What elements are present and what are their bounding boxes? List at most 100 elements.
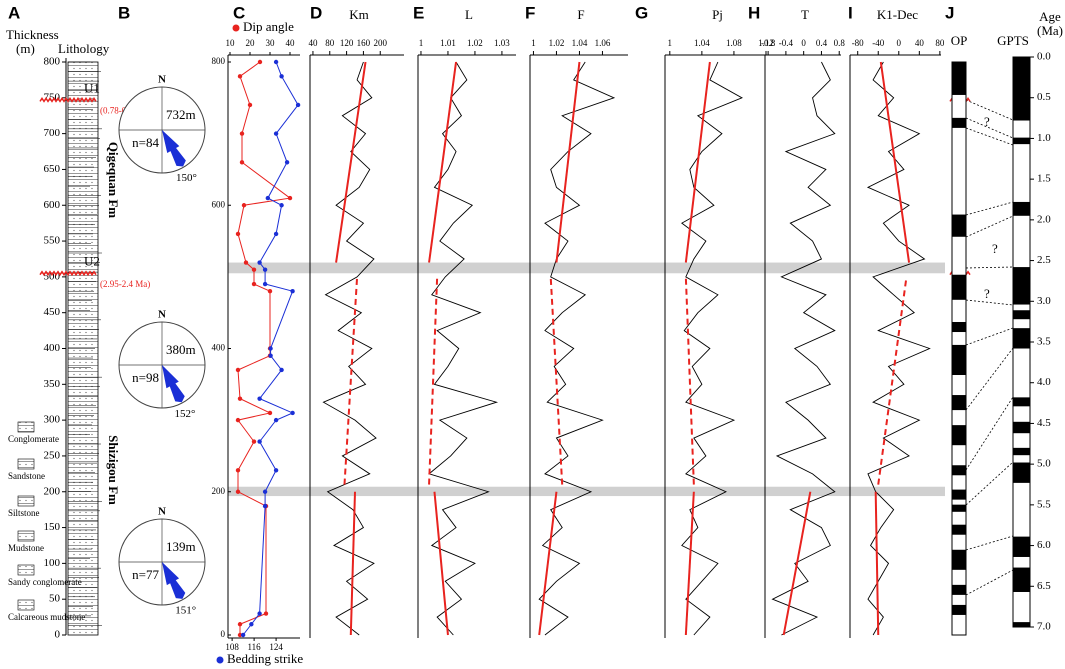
axis-title: Thickness bbox=[6, 27, 59, 42]
strike-point bbox=[257, 611, 262, 616]
unconformity-age: (2.95-2.4 Ma) bbox=[100, 279, 150, 289]
strike-point bbox=[279, 203, 284, 208]
x-tick-label: 1 bbox=[419, 38, 424, 48]
panel-letter: H bbox=[748, 3, 760, 22]
y-tick-label: 600 bbox=[212, 199, 226, 209]
trend-line bbox=[349, 491, 357, 636]
x-tick-label: 1.02 bbox=[549, 38, 565, 48]
dip-point bbox=[251, 439, 257, 444]
trend-line bbox=[684, 276, 695, 485]
trend-line bbox=[684, 491, 695, 636]
age-tick-label: 4.5 bbox=[1037, 417, 1051, 429]
x-tick-label: -80 bbox=[852, 38, 864, 48]
strike-point bbox=[284, 160, 290, 165]
north-label: N bbox=[158, 506, 166, 518]
y-tick-label: 550 bbox=[44, 235, 61, 247]
strike-point bbox=[290, 289, 295, 294]
y-tick-label: 100 bbox=[44, 557, 61, 569]
y-tick-label: 700 bbox=[44, 127, 61, 139]
panel-letter: F bbox=[525, 3, 535, 22]
y-tick-label: 50 bbox=[49, 593, 61, 605]
legend-label: Sandy conglomerate bbox=[8, 577, 82, 587]
rose-petal bbox=[162, 365, 179, 389]
hiatus-band bbox=[228, 262, 945, 274]
dip-point bbox=[235, 417, 241, 423]
hiatus-band bbox=[228, 486, 945, 497]
depth-label: 380m bbox=[166, 342, 196, 357]
column-title: OP bbox=[951, 33, 968, 48]
dip-point bbox=[237, 632, 243, 638]
x-tick-label: 0.8 bbox=[834, 38, 846, 48]
trend-line bbox=[428, 276, 439, 485]
strike-point bbox=[279, 367, 284, 373]
dip-point bbox=[235, 367, 241, 373]
strike-point bbox=[290, 410, 295, 416]
y-tick-label: 800 bbox=[212, 56, 226, 66]
legend-swatch bbox=[17, 495, 35, 507]
trend-line bbox=[549, 276, 564, 485]
x-tick-label: 0 bbox=[801, 38, 806, 48]
y-tick-label: 0 bbox=[55, 629, 61, 641]
legend-swatch bbox=[17, 530, 35, 542]
legend-swatch bbox=[17, 421, 35, 433]
age-tick-label: 0.0 bbox=[1037, 51, 1051, 63]
direction-label: 151° bbox=[175, 604, 196, 616]
lithology-title: Lithology bbox=[58, 41, 110, 56]
panel-letter: C bbox=[233, 3, 245, 22]
strike-point bbox=[257, 260, 262, 265]
strike-point bbox=[262, 503, 268, 509]
x-tick-label: 1 bbox=[531, 38, 536, 48]
strike-point bbox=[273, 131, 279, 136]
legend-marker bbox=[232, 24, 240, 32]
legend-label: Mudstone bbox=[8, 543, 44, 553]
x-tick-label: 30 bbox=[266, 38, 276, 48]
y-tick-label: 600 bbox=[44, 199, 61, 211]
gpts-normal bbox=[1013, 462, 1030, 483]
y-tick-label: 400 bbox=[212, 343, 226, 353]
legend-label: Sandstone bbox=[8, 471, 45, 481]
op-normal bbox=[952, 465, 966, 476]
x-tick-label: 1.06 bbox=[595, 38, 611, 48]
y-tick-label: 200 bbox=[212, 486, 226, 496]
strike-point bbox=[265, 195, 271, 201]
y-tick-label: 200 bbox=[44, 485, 61, 497]
log-title: T bbox=[801, 7, 809, 22]
gpts-normal bbox=[1013, 267, 1030, 305]
y-tick-label: 800 bbox=[44, 56, 61, 68]
y-tick-label: 250 bbox=[44, 449, 61, 461]
dip-point bbox=[247, 102, 253, 108]
trend-line bbox=[555, 61, 581, 263]
dip-point bbox=[237, 74, 243, 79]
x-tick-label: 80 bbox=[935, 38, 945, 48]
north-label: N bbox=[158, 309, 166, 321]
trend-line bbox=[684, 61, 711, 263]
log-title: F bbox=[577, 7, 584, 22]
direction-label: 150° bbox=[176, 172, 197, 184]
age-tick-label: 1.5 bbox=[1037, 173, 1051, 185]
trend-line bbox=[782, 491, 812, 636]
x-tick-label: 1.02 bbox=[467, 38, 483, 48]
trend-line bbox=[335, 61, 367, 263]
x-tick-label: 40 bbox=[286, 38, 296, 48]
x-tick-label: -0.4 bbox=[779, 38, 794, 48]
formation-label: Qigequan Fm bbox=[106, 142, 121, 218]
strike-point bbox=[262, 267, 268, 272]
y-tick-label: 450 bbox=[44, 306, 61, 318]
op-normal bbox=[952, 604, 966, 615]
dip-point bbox=[243, 260, 249, 265]
gpts-normal bbox=[1013, 328, 1030, 349]
question-mark: ? bbox=[984, 286, 990, 301]
unconformity-label: U1 bbox=[84, 80, 100, 95]
x-tick-label: 1.01 bbox=[440, 38, 456, 48]
axis-title: (m) bbox=[16, 41, 35, 56]
legend-swatch bbox=[17, 458, 35, 470]
dip-point bbox=[263, 611, 269, 616]
x-tick-label: 1.03 bbox=[494, 38, 510, 48]
strike-point bbox=[279, 74, 284, 79]
age-tick-label: 6.0 bbox=[1037, 539, 1051, 551]
strike-point bbox=[273, 231, 279, 237]
x-tick-label: 1 bbox=[668, 38, 673, 48]
trend-line bbox=[874, 491, 880, 636]
log-curve bbox=[322, 61, 377, 636]
